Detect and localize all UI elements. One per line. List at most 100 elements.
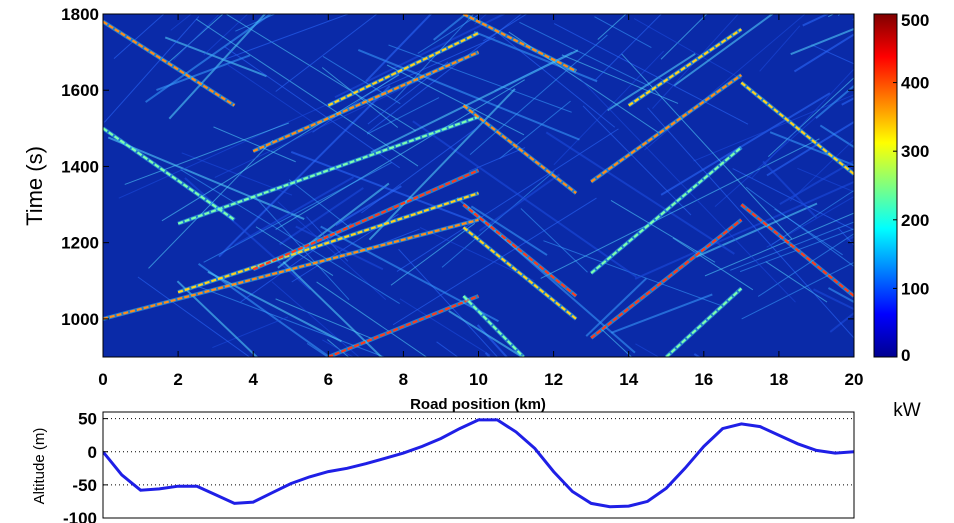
texture-streak <box>366 14 523 134</box>
texture-streak <box>797 167 854 193</box>
x-tick-label: 14 <box>619 370 638 389</box>
texture-streak <box>793 33 854 73</box>
texture-streak <box>334 14 507 99</box>
texture-streak <box>769 131 854 167</box>
colorbar-ticks: 0 100 200 300 400 500 <box>893 11 929 365</box>
texture-streak <box>759 25 801 72</box>
texture-streak <box>386 64 525 136</box>
uphill-trajectory <box>628 28 742 107</box>
x-tick-label: 18 <box>769 370 788 389</box>
texture-streak <box>388 44 572 113</box>
texture-streak <box>184 177 311 291</box>
texture-streak <box>357 49 580 141</box>
texture-streak <box>118 84 371 199</box>
texture-streak <box>470 205 548 256</box>
texture-streak <box>213 126 296 163</box>
texture-streak <box>745 186 854 267</box>
texture-streak <box>812 288 854 311</box>
uphill-trajectory <box>590 74 742 183</box>
texture-streak <box>819 124 854 149</box>
texture-streak <box>290 150 472 222</box>
texture-streak <box>369 36 496 94</box>
texture-streak <box>607 52 696 112</box>
texture-streak <box>271 281 360 357</box>
altitude-tick-label: 50 <box>78 410 97 429</box>
texture-streak <box>288 179 351 228</box>
uphill-trajectory-glow <box>327 31 480 108</box>
texture-streak <box>295 225 384 271</box>
texture-streak <box>489 25 616 128</box>
downhill-trajectory <box>103 20 236 107</box>
texture-streak <box>203 162 392 263</box>
texture-streak <box>714 115 818 207</box>
downhill-trajectory <box>462 295 525 357</box>
altitude-tick-label: -50 <box>72 476 97 495</box>
downhill-trajectory <box>740 203 854 297</box>
downhill-trajectory <box>740 81 854 175</box>
texture-streak <box>361 124 482 214</box>
texture-streak <box>124 122 289 185</box>
texture-streak <box>306 216 349 262</box>
texture-streak <box>392 197 597 326</box>
texture-streak <box>585 277 647 337</box>
texture-streak <box>223 14 350 61</box>
colorbar-tick-label: 200 <box>901 211 929 230</box>
texture-streak <box>483 14 528 42</box>
texture-streak <box>398 248 499 357</box>
texture-streak <box>335 185 402 226</box>
texture-streak <box>811 44 854 65</box>
texture-streak <box>218 85 391 258</box>
texture-streak <box>366 97 440 135</box>
x-tick-label: 2 <box>173 370 182 389</box>
texture-streak <box>660 14 708 60</box>
texture-streak <box>181 152 293 196</box>
texture-streak <box>494 51 573 92</box>
texture-streak <box>545 131 735 255</box>
uphill-trajectory <box>590 218 743 339</box>
texture-streak <box>779 159 854 205</box>
x-tick-label: 0 <box>98 370 107 389</box>
altitude-frame <box>102 411 855 519</box>
uphill-trajectory <box>252 51 479 153</box>
texture-streak <box>601 328 633 357</box>
altitude-series-line <box>103 418 854 509</box>
heatmap-x-ticks: 0 2 4 6 8 10 12 14 16 18 20 <box>98 14 863 389</box>
texture-streak <box>203 14 249 56</box>
uphill-trajectory <box>327 295 479 357</box>
texture-streak <box>621 53 793 240</box>
heatmap-y-axis-label: Time (s) <box>22 146 47 226</box>
texture-streak <box>212 316 289 349</box>
heatmap-x-axis-label: Road position (km) <box>410 396 546 413</box>
texture-streak <box>214 78 424 178</box>
x-tick-label: 6 <box>324 370 333 389</box>
texture-streak <box>520 208 588 273</box>
texture-streak <box>765 261 828 303</box>
texture-streak <box>223 46 400 169</box>
altitude-y-axis-label: Altitude (m) <box>31 428 48 505</box>
texture-streak <box>240 222 352 303</box>
colorbar-unit-label: kW <box>893 400 921 421</box>
texture-streak <box>399 298 491 356</box>
x-tick-label: 16 <box>694 370 713 389</box>
texture-streak <box>320 225 499 323</box>
texture-streak <box>672 237 754 291</box>
texture-streak <box>370 49 579 154</box>
x-tick-label: 10 <box>469 370 488 389</box>
texture-streak <box>197 263 332 357</box>
downhill-trajectory <box>103 127 236 221</box>
uphill-trajectory <box>252 169 479 271</box>
texture-streak <box>448 310 524 357</box>
uphill-trajectory <box>665 287 743 357</box>
texture-streak <box>365 14 433 82</box>
texture-streak <box>180 169 400 304</box>
y-tick-label: 1600 <box>61 81 99 100</box>
x-tick-label: 4 <box>248 370 258 389</box>
texture-streak <box>278 187 364 246</box>
x-tick-label: 12 <box>544 370 563 389</box>
texture-streak <box>837 14 841 17</box>
texture-streak <box>841 97 854 106</box>
texture-streak <box>316 14 319 15</box>
texture-streak <box>634 180 854 280</box>
texture-streak <box>282 261 383 357</box>
texture-streak <box>647 107 854 339</box>
